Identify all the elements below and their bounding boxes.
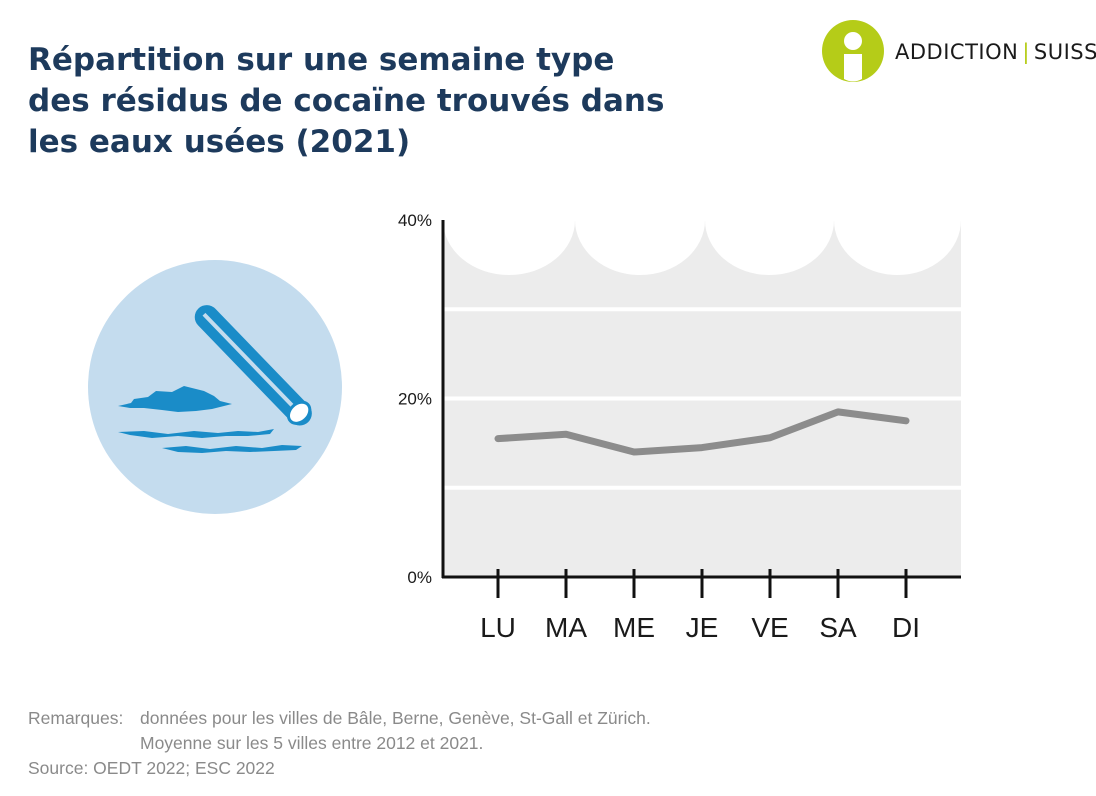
remarks-label: Remarques: [28, 708, 124, 728]
cocaine-straw-icon [88, 260, 342, 514]
remarks-row-2: Moyenne sur les 5 villes entre 2012 et 2… [28, 731, 651, 756]
logo-word-2: SUISSE [1033, 40, 1096, 64]
x-tick-label: SA [819, 612, 857, 643]
x-tick-marks [496, 569, 908, 598]
x-tick-label: DI [892, 612, 920, 643]
title-line-3: les eaux usées (2021) [28, 124, 411, 160]
person-icon [822, 20, 884, 82]
x-tick-label: VE [751, 612, 788, 643]
logo [822, 20, 884, 82]
line-chart: 0% 20% 40% LU MA ME JE VE SA DI [398, 211, 961, 643]
x-tick-labels: LU MA ME JE VE SA DI [480, 612, 920, 643]
title-line-1: Répartition sur une semaine type [28, 42, 615, 78]
x-tick-label: ME [613, 612, 655, 643]
logo-text: ADDICTION|SUISSE [895, 40, 1096, 64]
logo-separator: | [1022, 40, 1030, 64]
grid-lines [443, 307, 961, 490]
remarks-line-1: données pour les villes de Bâle, Berne, … [140, 708, 651, 728]
source-row: Source: OEDT 2022; ESC 2022 [28, 756, 651, 781]
x-tick-label: JE [686, 612, 719, 643]
wave-decoration [443, 220, 961, 275]
y-tick-label: 0% [407, 568, 432, 587]
y-tick-labels: 0% 20% 40% [398, 211, 432, 587]
title-line-2: des résidus de cocaïne trouvés dans [28, 83, 665, 119]
y-tick-label: 20% [398, 390, 432, 409]
source-text: Source: OEDT 2022; ESC 2022 [28, 758, 275, 778]
remarks-line-2: Moyenne sur les 5 villes entre 2012 et 2… [140, 733, 484, 753]
data-points [497, 411, 907, 453]
remarks-row-1: Remarques: données pour les villes de Bâ… [28, 706, 651, 731]
chart-title: Répartition sur une semaine type des rés… [28, 40, 708, 163]
x-tick-label: LU [480, 612, 516, 643]
y-tick-label: 40% [398, 211, 432, 230]
x-tick-label: MA [545, 612, 587, 643]
footer-notes: Remarques: données pour les villes de Bâ… [28, 706, 651, 781]
logo-word-1: ADDICTION [895, 40, 1019, 64]
